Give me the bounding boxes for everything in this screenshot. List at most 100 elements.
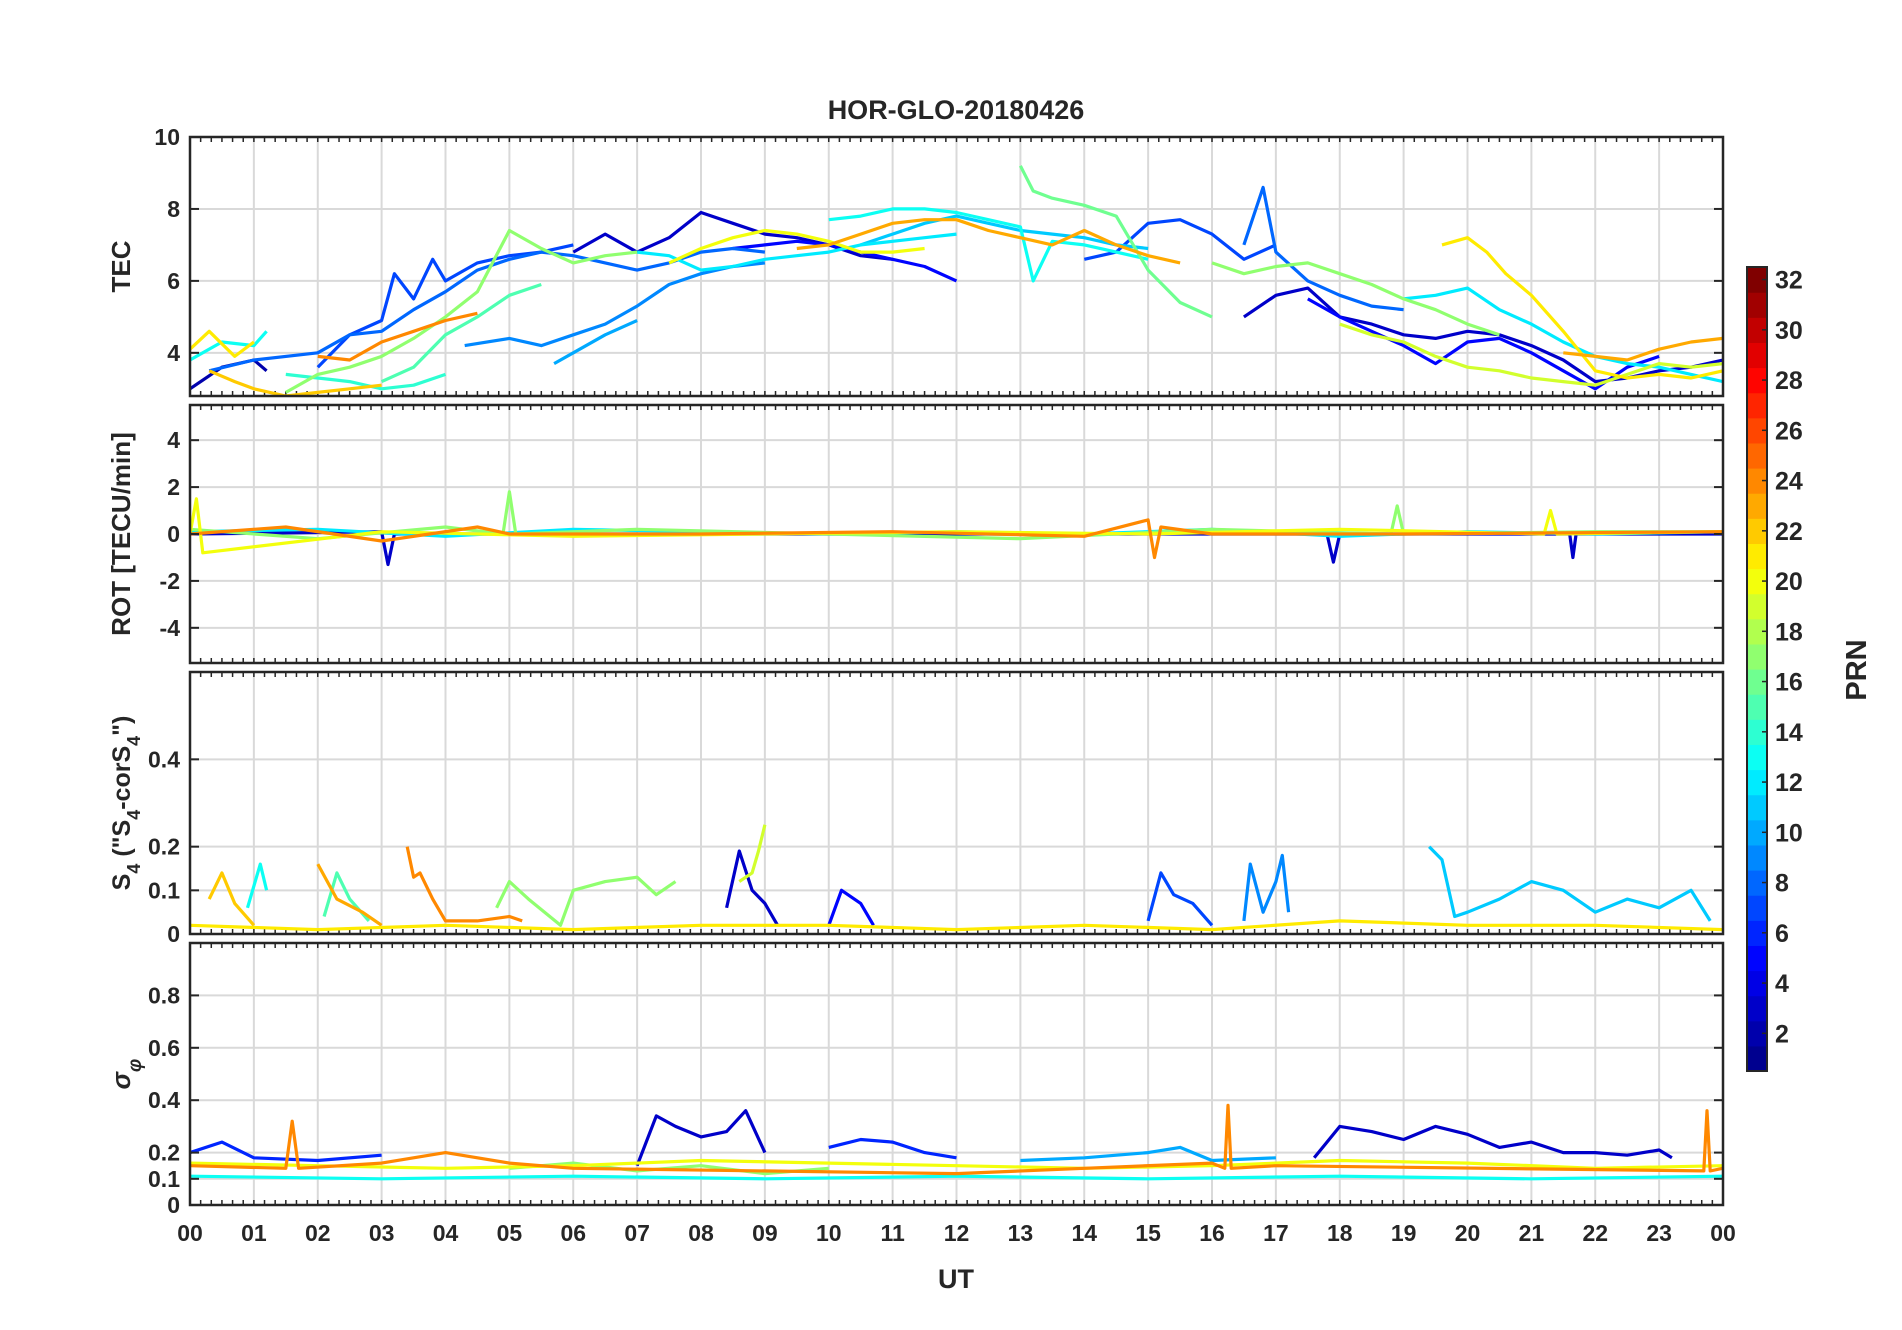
series-line-prn-17 (285, 228, 638, 394)
series-line-prn-7 (1146, 871, 1214, 927)
colorbar-segment (1747, 719, 1767, 745)
x-tick-label: 01 (241, 1220, 267, 1246)
panel-sigma-phi: 00.10.2 0.4 0.6 0.8 σφ (106, 941, 1725, 1218)
colorbar-segment (1747, 493, 1767, 519)
colorbar-tick-label: 6 (1775, 920, 1789, 948)
x-tick-label: 00 (1710, 1220, 1736, 1246)
series-line-prn-13 (245, 862, 269, 909)
colorbar-tick-label: 10 (1775, 819, 1803, 847)
colorbar-segment (1747, 317, 1767, 343)
colorbar-segment (1747, 568, 1767, 595)
colorbar-segment (1747, 468, 1767, 494)
colorbar-tick-label: 32 (1775, 267, 1803, 295)
series-line-prn-7 (316, 243, 574, 369)
y-tick-label: 4 (167, 340, 180, 366)
x-tick-label: 13 (1008, 1220, 1034, 1246)
colorbar-segment (1747, 543, 1767, 570)
colorbar-segment (1747, 895, 1767, 921)
x-tick-label: 11 (880, 1220, 905, 1246)
series-line-prn-16 (1018, 165, 1213, 319)
series-group (190, 490, 1723, 567)
colorbar-segment (1747, 844, 1767, 871)
series-line-prn-9 (1242, 853, 1291, 922)
colorbar-segment (1747, 442, 1767, 469)
x-tick-label: 03 (369, 1220, 395, 1246)
x-tick-label: 08 (688, 1220, 714, 1246)
series-line-prn-13 (190, 330, 268, 362)
y-tick-label: 0.8 (148, 982, 180, 1008)
y-tick-label: 6 (167, 268, 180, 294)
series-line-prn-22 (207, 871, 256, 927)
x-tick-label: 19 (1391, 1220, 1417, 1246)
series-line-prn-19 (1339, 322, 1723, 387)
series-line-prn-12 (636, 232, 957, 272)
colorbar-segment (1747, 1045, 1767, 1072)
colorbar-segment (1747, 870, 1767, 896)
colorbar-frame (1746, 266, 1768, 1072)
panel-tec: 4 6 8 10 TEC (106, 124, 1725, 398)
y-axis-label: TEC (106, 240, 136, 292)
series-group (190, 1103, 1723, 1181)
series-line-prn-23 (316, 863, 383, 927)
series-line-prn-3 (635, 1109, 767, 1167)
series-line-prn-20 (668, 228, 925, 265)
series-line-prn-24 (317, 311, 478, 362)
series-line-prn-23 (1563, 336, 1723, 362)
x-tick-labels: 00 01 02 03 04 05 06 07 08 09 10 11 12 13 14 15 16 17 18 19… (177, 1220, 1736, 1246)
y-tick-label: 0 (167, 1192, 180, 1218)
colorbar-tick-label: 16 (1775, 669, 1803, 697)
y-axis-label: ROT [TECU/min] (106, 432, 136, 636)
grid (190, 672, 1723, 934)
x-tick-label: 18 (1327, 1220, 1353, 1246)
x-tick-label: 12 (944, 1220, 970, 1246)
x-tick-label: 05 (497, 1220, 523, 1246)
colorbar-segment (1747, 819, 1767, 846)
series-line-prn-15 (380, 282, 542, 384)
colorbar-segment (1747, 794, 1767, 821)
y-axis-label: σφ (106, 1059, 146, 1090)
x-tick-label: 07 (624, 1220, 650, 1246)
series-line-prn-6 (190, 1140, 382, 1163)
colorbar-segment (1747, 920, 1767, 946)
x-tick-label: 20 (1455, 1220, 1481, 1246)
x-tick-label: 22 (1582, 1220, 1608, 1246)
colorbar-segment (1747, 669, 1767, 695)
y-tick-label: 0.4 (148, 746, 180, 772)
x-tick-label: 21 (1519, 1220, 1545, 1246)
series-line-prn-13 (190, 1174, 1723, 1181)
series-line-prn-10 (1020, 1145, 1276, 1163)
colorbar-segment (1747, 694, 1767, 720)
series-line-prn-12 (1403, 286, 1723, 384)
colorbar-segment (1747, 292, 1767, 318)
y-tick-label: 2 (167, 474, 180, 500)
y-ticks: -4 -2 0 2 4 (160, 427, 1723, 641)
y-tick-label: 0.4 (148, 1087, 180, 1113)
series-line-prn-24 (190, 1103, 1723, 1176)
x-tick-label: 14 (1071, 1220, 1097, 1246)
y-tick-label: 0.1 (148, 877, 180, 903)
y-ticks: 00.10.2 0.4 0.6 0.8 (148, 982, 1723, 1218)
colorbar-segment (1747, 392, 1767, 419)
y-tick-label: 0 (167, 921, 180, 947)
colorbar-segment (1747, 995, 1767, 1022)
colorbar-segment (1747, 618, 1767, 645)
x-tick-label: 04 (433, 1220, 459, 1246)
series-line-prn-24 (405, 846, 523, 923)
y-axis-label: S4 ("S4-corS4") (108, 716, 144, 891)
y-tick-label: -4 (160, 615, 181, 641)
x-tick-label: 09 (752, 1220, 778, 1246)
x-tick-label: 15 (1135, 1220, 1161, 1246)
colorbar-tick-label: 22 (1775, 518, 1803, 546)
colorbar-tick-label: 30 (1775, 317, 1803, 345)
plot-frame (188, 403, 1725, 665)
y-tick-label: 0.1 (148, 1166, 180, 1192)
series-line-prn-21 (190, 329, 255, 358)
series-line-prn-22 (208, 369, 382, 396)
series-line-prn-11 (1428, 845, 1712, 922)
colorbar-segment (1747, 518, 1767, 544)
x-tick-label: 06 (560, 1220, 586, 1246)
y-tick-label: 0.6 (148, 1035, 180, 1061)
series-line-prn-5 (827, 888, 875, 927)
